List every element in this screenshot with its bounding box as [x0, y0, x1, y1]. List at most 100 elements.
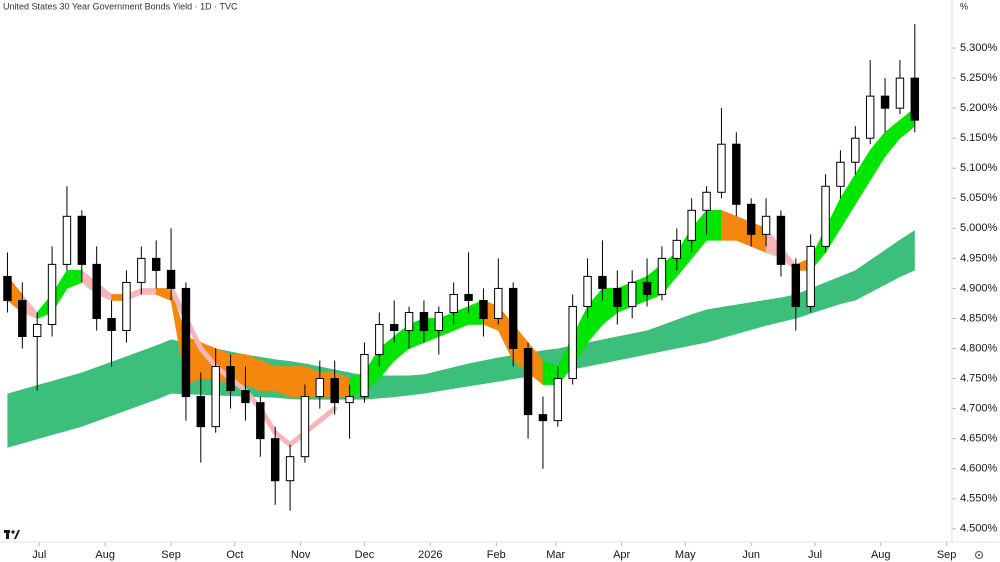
candle-body [553, 378, 563, 422]
candle-body [657, 257, 667, 295]
candle-body [895, 77, 905, 109]
candle-body [836, 161, 845, 187]
candle-body [761, 215, 771, 235]
candle-body [865, 95, 875, 139]
x-tick-label: May [675, 549, 696, 561]
ribbon-segment [869, 131, 886, 182]
candle-body [92, 263, 101, 319]
candle-body [345, 396, 354, 404]
y-tick-label: 5.300% [960, 42, 998, 54]
tv-logo [4, 530, 20, 539]
ribbon-segment [884, 119, 901, 158]
candle-body [523, 348, 533, 416]
x-tick-label: Dec [355, 549, 375, 561]
y-tick-label: 4.600% [960, 463, 998, 475]
candle-body [687, 209, 696, 241]
candle-body [181, 287, 191, 398]
ribbon-segment [245, 354, 261, 392]
candle-body [880, 95, 890, 109]
y-tick-label: 4.950% [960, 252, 998, 264]
candle-body [464, 293, 473, 301]
candle-body [389, 323, 399, 331]
candle-body [137, 257, 146, 283]
y-unit: % [960, 1, 968, 11]
x-tick-label: Jul [32, 549, 46, 561]
candle-body [315, 378, 325, 398]
x-tick-label: Aug [95, 549, 115, 561]
y-tick-label: 5.050% [960, 192, 998, 204]
y-tick-label: 4.800% [960, 342, 998, 354]
y-tick-label: 4.700% [960, 403, 998, 415]
ribbon-segment [289, 366, 306, 397]
candle-body [791, 263, 801, 307]
x-tick-label: 2026 [418, 549, 442, 561]
candle-body [47, 263, 57, 325]
y-tick-label: 5.250% [960, 72, 998, 84]
y-tick-label: 4.550% [960, 493, 998, 505]
candle-body [404, 311, 414, 331]
candle-body [3, 275, 12, 301]
candle-body [672, 239, 682, 259]
candle-body [702, 191, 711, 211]
ribbon-segment [706, 210, 722, 241]
ribbon-segment [721, 209, 737, 241]
candle-body [77, 215, 87, 265]
x-tick-label: Jun [742, 549, 760, 561]
candle-body [151, 257, 161, 271]
candle-body [494, 287, 503, 319]
y-tick-label: 4.850% [960, 312, 998, 324]
candle-body [910, 77, 920, 121]
candle-body [642, 281, 652, 295]
x-tick-label: Sep [937, 549, 957, 561]
y-tick-label: 4.900% [960, 282, 998, 294]
candle-body [613, 287, 622, 307]
candles [3, 24, 920, 511]
candle-body [256, 402, 265, 440]
x-tick-label: Feb [487, 549, 506, 561]
candle-body [598, 275, 607, 289]
y-tick-label: 5.200% [960, 102, 998, 114]
candle-body [241, 390, 250, 404]
candle-body [806, 245, 815, 307]
y-tick-label: 4.650% [960, 433, 998, 445]
candle-body [226, 366, 235, 392]
candle-body [285, 456, 295, 482]
candle-body [270, 438, 280, 482]
candle-body [122, 281, 131, 331]
chart-title: United States 30 Year Government Bonds Y… [3, 1, 238, 11]
x-tick-label: Mar [546, 549, 565, 561]
candle-body [449, 293, 458, 313]
candle-body [330, 378, 339, 404]
candle-body [568, 305, 577, 380]
candle-body [211, 366, 220, 428]
candle-body [300, 396, 310, 458]
x-tick-label: Nov [291, 549, 311, 561]
candle-body [508, 287, 518, 350]
candle-body [717, 143, 726, 193]
candle-body [627, 281, 637, 307]
y-tick-label: 5.150% [960, 132, 998, 144]
axes: 4.500% 4.550% 4.600% 4.650% 4.700% 4.750% 4.80… [32, 42, 997, 561]
y-tick-label: 4.500% [960, 523, 998, 535]
y-tick-label: 5.100% [960, 162, 998, 174]
candle-body [746, 203, 756, 235]
x-tick-label: Oct [226, 549, 243, 561]
candle-body [107, 317, 116, 331]
candle-body [375, 323, 384, 356]
ribbon-segment [66, 270, 83, 289]
candle-body [583, 275, 592, 307]
candle-body [196, 396, 206, 428]
settings-icon[interactable] [974, 550, 984, 560]
candle-body [419, 311, 429, 331]
candle-body [62, 215, 72, 265]
y-tick-label: 5.000% [960, 222, 998, 234]
ribbon [7, 230, 915, 448]
candle-body [166, 269, 176, 289]
candle-body [434, 311, 444, 331]
x-tick-label: Apr [613, 549, 630, 561]
candle-body [776, 215, 786, 265]
ribbon-segment [155, 288, 172, 301]
ribbon-segment [141, 288, 157, 295]
